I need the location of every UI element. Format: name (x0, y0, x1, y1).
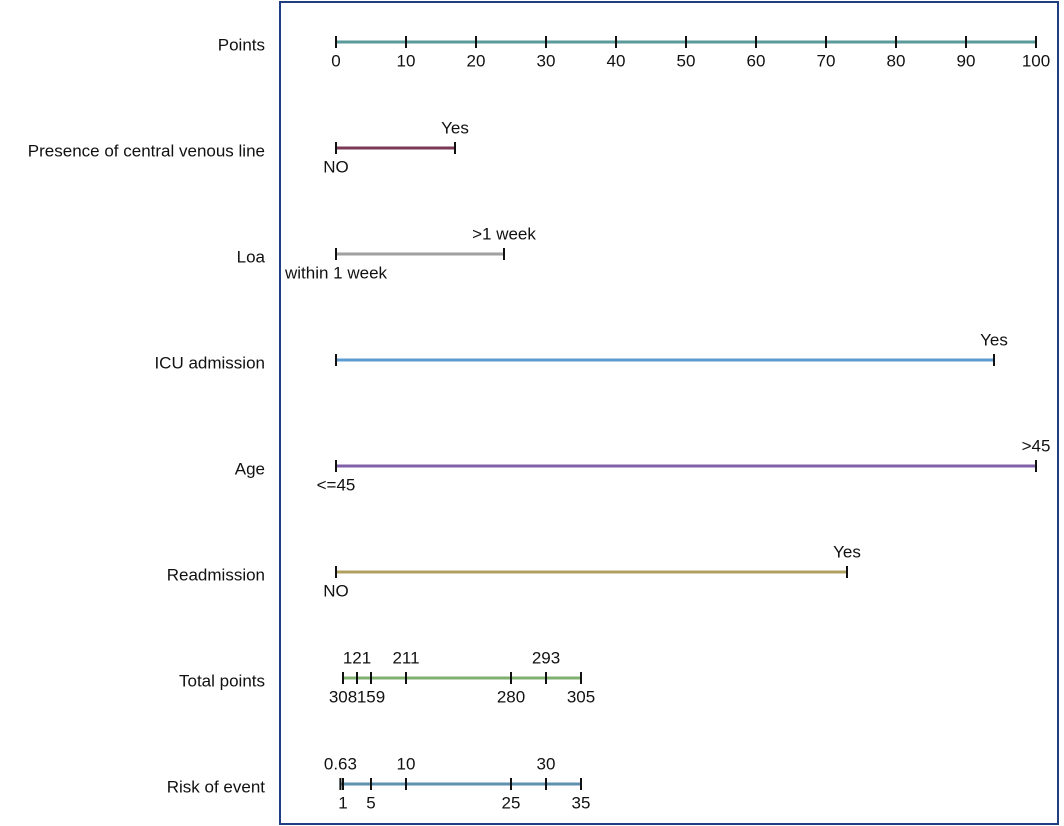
tick-label: 30 (537, 51, 556, 70)
row-label: Risk of event (167, 777, 266, 796)
tick-label: 5 (366, 793, 375, 812)
tick-label: 10 (397, 754, 416, 773)
tick-label: within 1 week (284, 263, 388, 282)
tick-label: 60 (747, 51, 766, 70)
tick-label: 50 (677, 51, 696, 70)
row-label: Points (218, 35, 265, 54)
tick-label: <=45 (317, 475, 356, 494)
row-label: Loa (237, 247, 266, 266)
frame (279, 1, 1059, 825)
tick-label: >1 week (472, 224, 536, 243)
tick-label: 211 (392, 648, 419, 667)
tick-label: 121 (343, 648, 371, 667)
tick-label: 1 (338, 793, 347, 812)
row-label: ICU admission (154, 353, 265, 372)
tick-label: 35 (572, 793, 591, 812)
tick-label: 159 (357, 687, 385, 706)
tick-label: 10 (397, 51, 416, 70)
tick-label: Yes (980, 330, 1008, 349)
tick-label: 308 (329, 687, 357, 706)
tick-label: >45 (1022, 436, 1051, 455)
tick-label: 30 (537, 754, 556, 773)
tick-label: 0 (331, 51, 340, 70)
tick-label: Yes (441, 118, 469, 137)
tick-label: 0.63 (324, 754, 357, 773)
tick-label: 70 (817, 51, 836, 70)
tick-label: 90 (957, 51, 976, 70)
tick-label: 25 (502, 793, 521, 812)
tick-label: Yes (833, 542, 861, 561)
row-label: Readmission (167, 565, 265, 584)
tick-label: 100 (1022, 51, 1050, 70)
tick-label: 20 (467, 51, 486, 70)
tick-label: 280 (497, 687, 525, 706)
tick-label: 293 (532, 648, 560, 667)
row-label: Age (235, 459, 265, 478)
tick-label: 305 (567, 687, 595, 706)
row-label: Presence of central venous line (28, 141, 265, 160)
row-label: Total points (179, 671, 265, 690)
tick-label: 80 (887, 51, 906, 70)
tick-label: NO (323, 581, 349, 600)
tick-label: 40 (607, 51, 626, 70)
tick-label: NO (323, 157, 349, 176)
